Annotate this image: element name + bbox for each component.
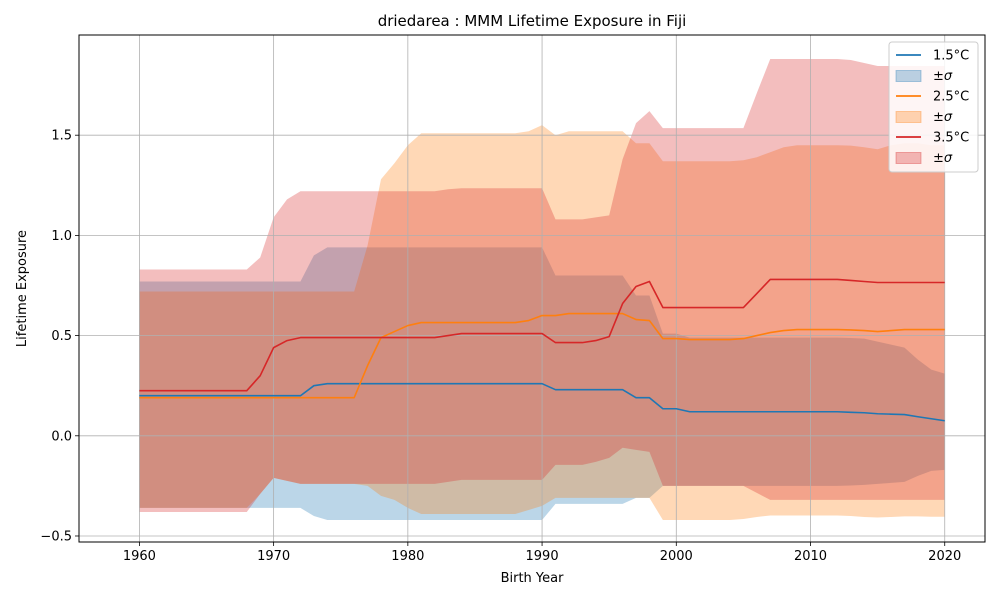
band-layer (139, 59, 945, 520)
x-tick-label: 1980 (391, 549, 424, 564)
legend-label: 3.5°C (933, 131, 969, 146)
legend-box (888, 41, 979, 173)
legend: 1.5°C ±σ 2.5°C ±σ 3.5°C ±σ (888, 41, 979, 173)
series-line-0 (139, 382, 945, 422)
x-tick-label: 1960 (123, 549, 156, 564)
legend-band-swatch (895, 70, 922, 82)
legend-label: 1.5°C (933, 49, 969, 64)
series-line-1 (139, 312, 945, 399)
y-tick-label: 1.5 (51, 129, 72, 144)
legend-band-swatch (895, 111, 922, 123)
y-tick-label: −0.5 (40, 529, 72, 544)
legend-label: 2.5°C (933, 90, 969, 105)
legend-band-label: ±σ (933, 151, 953, 166)
x-tick-label: 2000 (660, 549, 693, 564)
x-axis-label: Birth Year (501, 571, 565, 586)
legend-band-swatch (895, 152, 922, 164)
chart-title: driedarea : MMM Lifetime Exposure in Fij… (378, 12, 687, 30)
plot-frame (78, 34, 986, 543)
ticks-layer: 1960 1970 1980 1990 2000 2010 2020 −0.5 0.0 0.5 1.… (40, 129, 961, 564)
y-tick-label: 1.0 (51, 229, 72, 244)
x-tick-label: 2010 (794, 549, 827, 564)
series-line-2 (139, 278, 945, 392)
x-tick-label: 1970 (257, 549, 290, 564)
legend-band-label: ±σ (933, 110, 953, 125)
x-tick-label: 1990 (526, 549, 559, 564)
y-tick-label: 0.5 (51, 329, 72, 344)
lines-layer (139, 278, 945, 422)
y-tick-label: 0.0 (51, 429, 72, 444)
legend-band-label: ±σ (933, 69, 953, 84)
x-tick-label: 2020 (928, 549, 961, 564)
y-axis-label: Lifetime Exposure (15, 230, 30, 347)
